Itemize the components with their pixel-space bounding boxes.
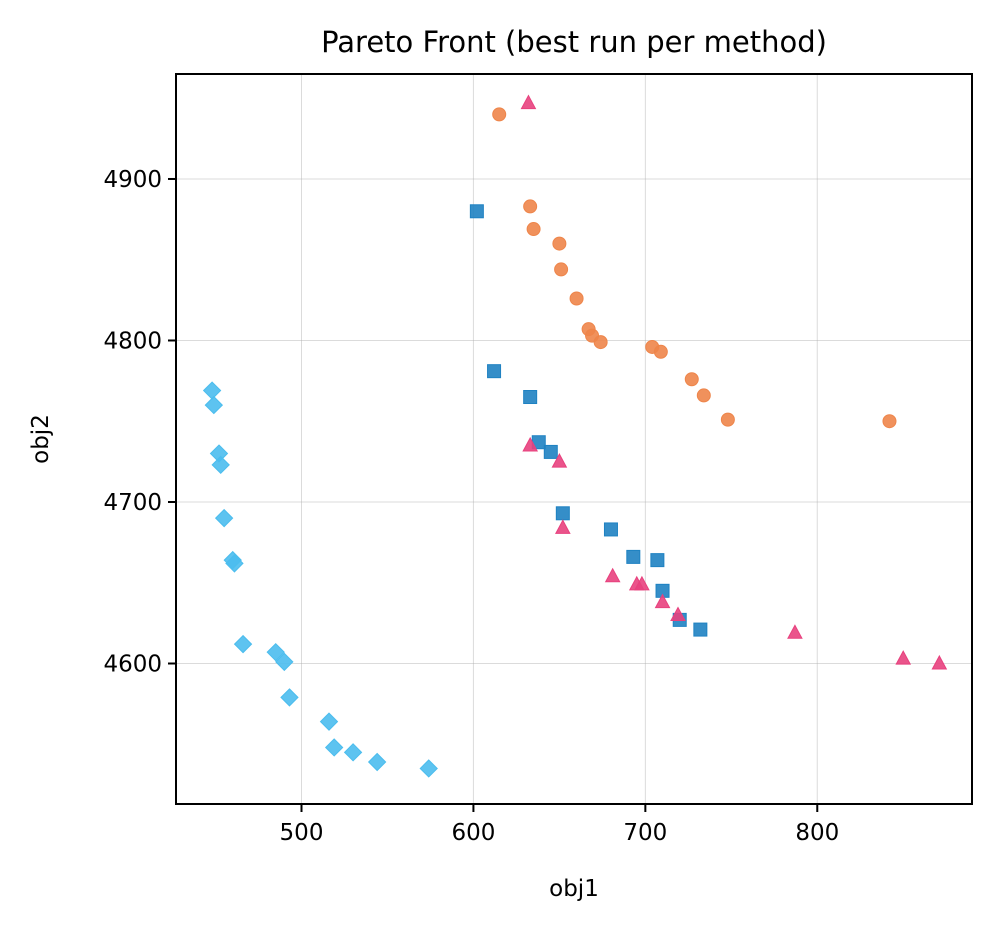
data-point-diamond — [419, 759, 438, 778]
y-tick-label: 4700 — [103, 490, 162, 516]
plot-frame — [175, 73, 973, 805]
data-point-diamond — [214, 508, 234, 528]
data-point-square — [469, 204, 484, 219]
axis-ticks: 500 600 700 800 4600 4700 4800 4900 — [103, 167, 839, 846]
data-point-square — [523, 390, 538, 405]
data-point-diamond — [211, 455, 230, 475]
data-point-diamond — [280, 688, 299, 707]
x-tick-label: 600 — [451, 820, 495, 846]
data-point-triangle — [670, 606, 686, 622]
series-triangle — [520, 94, 948, 670]
data-point-circle — [653, 344, 668, 359]
data-point-triangle — [787, 624, 803, 639]
data-point-diamond — [266, 642, 285, 662]
data-point-diamond — [319, 712, 339, 731]
data-point-square — [626, 549, 641, 564]
data-point-triangle — [895, 650, 912, 665]
data-point-circle — [523, 199, 538, 214]
data-point-square — [543, 444, 558, 459]
data-point-diamond — [275, 652, 294, 672]
x-axis-label: obj1 — [549, 876, 599, 902]
data-point-triangle — [522, 436, 538, 452]
data-point-circle — [593, 335, 608, 350]
data-point-square — [693, 622, 708, 637]
data-point-triangle — [634, 575, 650, 591]
series-diamond — [202, 381, 438, 778]
y-axis-label: obj2 — [28, 414, 54, 464]
data-point-circle — [492, 107, 507, 122]
data-point-diamond — [225, 554, 244, 573]
series-circle — [492, 107, 897, 429]
data-point-square — [487, 364, 502, 379]
data-point-circle — [552, 236, 567, 251]
data-point-triangle — [551, 453, 568, 468]
y-tick-label: 4600 — [103, 651, 162, 677]
y-tick-label: 4800 — [103, 328, 162, 354]
data-point-circle — [684, 372, 699, 387]
y-tick-label: 4900 — [103, 167, 162, 193]
data-point-square — [555, 506, 570, 521]
data-point-circle — [526, 222, 541, 237]
data-point-diamond — [204, 395, 224, 415]
data-point-square — [603, 522, 618, 537]
data-point-circle — [569, 291, 584, 306]
data-point-triangle — [604, 567, 621, 583]
data-point-triangle — [931, 654, 948, 670]
data-point-circle — [696, 388, 711, 403]
data-point-diamond — [367, 752, 387, 772]
x-tick-label: 700 — [623, 820, 667, 846]
x-tick-label: 800 — [795, 820, 839, 846]
data-point-circle — [720, 412, 735, 427]
data-point-triangle — [520, 94, 537, 110]
data-point-square — [650, 553, 665, 568]
data-point-triangle — [554, 519, 571, 534]
data-point-triangle — [654, 593, 671, 609]
data-point-diamond — [202, 381, 222, 400]
data-point-diamond — [324, 738, 344, 757]
data-point-diamond — [343, 743, 363, 762]
data-point-diamond — [233, 634, 253, 654]
data-point-circle — [882, 414, 897, 429]
x-tick-label: 500 — [280, 820, 324, 846]
grid — [176, 74, 972, 804]
data-point-circle — [554, 262, 569, 277]
data-points — [202, 94, 948, 778]
series-square — [469, 204, 708, 637]
chart-title: Pareto Front (best run per method) — [321, 25, 827, 59]
